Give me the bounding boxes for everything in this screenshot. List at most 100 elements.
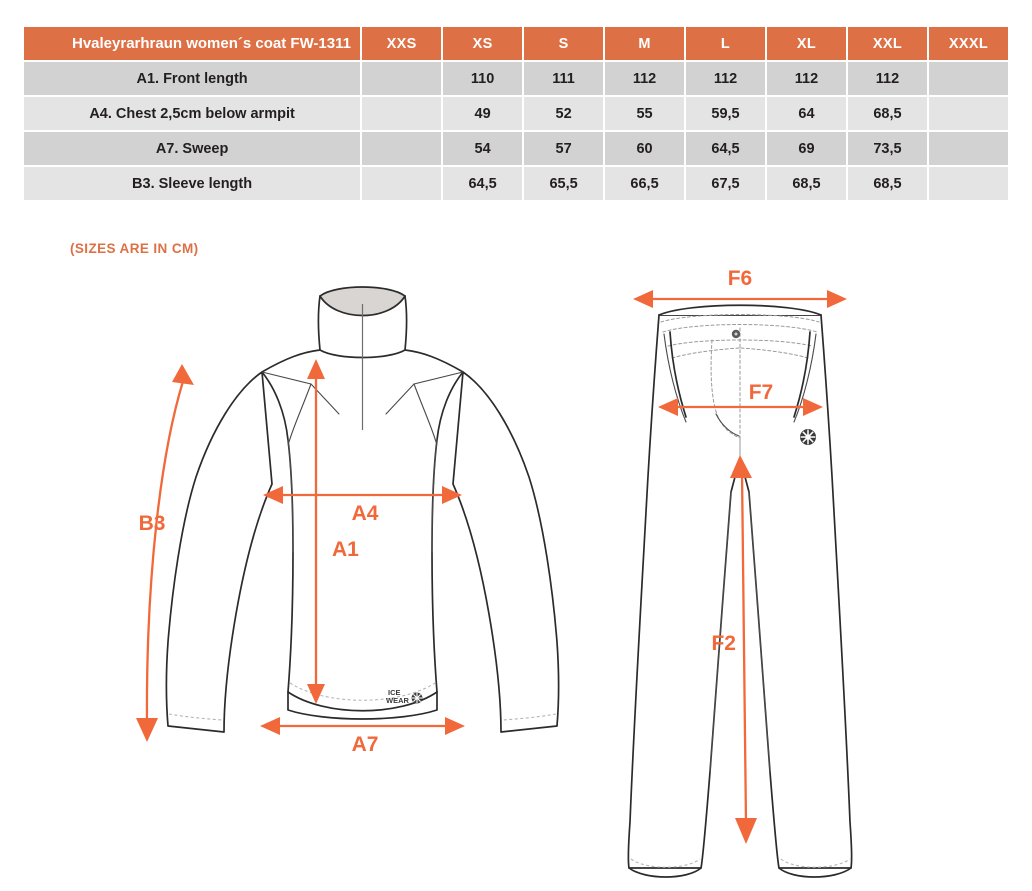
jacket-right-side-seam xyxy=(431,439,438,553)
jacket-left-cuff-stitch xyxy=(168,713,224,721)
pants-right-yoke-detail xyxy=(739,347,809,359)
pants-right-cuff xyxy=(778,867,852,878)
cell-value: 68,5 xyxy=(847,167,927,200)
measurement-f2-arrowhead-top xyxy=(730,455,752,478)
size-header-xl: XL xyxy=(767,27,846,60)
measurement-f7-arrowhead-right xyxy=(803,398,823,416)
cell-value: 112 xyxy=(605,62,685,95)
table-row: A4. Chest 2,5cm below armpit 49 52 55 59… xyxy=(24,97,1008,130)
cell-value: 64 xyxy=(767,97,846,130)
snowflake-icon xyxy=(411,692,423,704)
measurement-b3-label: B3 xyxy=(139,512,166,535)
measurement-a1-arrowhead-bottom xyxy=(307,684,325,704)
pants-snowflake-icon xyxy=(800,429,816,445)
cell-value: 49 xyxy=(443,97,523,130)
measurement-a7: A7 xyxy=(260,717,465,756)
pants-left-pocket-inner xyxy=(663,333,687,423)
pants-left-cuff xyxy=(628,867,702,878)
jacket-left-raglan-seam xyxy=(288,383,312,443)
cell-value: 112 xyxy=(686,62,765,95)
cell-value xyxy=(928,97,1008,130)
pants-illustration: F6 F7 F2 xyxy=(627,267,853,878)
jacket-right-sleeve xyxy=(452,371,560,733)
measurement-a4-label: A4 xyxy=(352,502,379,525)
measurement-label: B3. Sleeve length xyxy=(24,167,361,200)
measurement-a1: A1 xyxy=(307,359,359,704)
table-row: B3. Sleeve length 64,5 65,5 66,5 67,5 68… xyxy=(24,167,1008,200)
jacket-left-sleeve xyxy=(165,371,273,733)
cell-value: 64,5 xyxy=(443,167,523,200)
measurement-f2: F2 xyxy=(711,455,757,844)
logo-text-ice: ICE xyxy=(388,688,401,697)
measurement-f2-line xyxy=(740,471,748,825)
measurement-f2-label: F2 xyxy=(711,632,736,655)
cell-value: 68,5 xyxy=(847,97,927,130)
cell-value: 73,5 xyxy=(847,132,927,165)
size-header-xxl: XXL xyxy=(847,27,927,60)
product-title-cell: Hvaleyrarhraun women´s coat FW-1311 xyxy=(24,27,361,60)
jacket-hem xyxy=(287,691,438,712)
table-row: A1. Front length 110 111 112 112 112 112 xyxy=(24,62,1008,95)
technical-drawings: ICE WEAR B3 xyxy=(0,262,1032,891)
size-header-xxs: XXS xyxy=(362,27,442,60)
pants-left-pocket-edge xyxy=(669,331,687,418)
jacket-right-raglan-seam xyxy=(413,383,437,443)
cell-value xyxy=(928,62,1008,95)
measurement-a1-arrowhead-top xyxy=(307,359,325,379)
measurement-a4: A4 xyxy=(263,486,462,525)
jacket-right-cuff-stitch xyxy=(501,713,557,721)
cell-value: 67,5 xyxy=(686,167,765,200)
measurement-b3-arrowhead-bottom xyxy=(136,718,158,742)
measurement-f6-arrowhead-left xyxy=(633,290,653,308)
cell-value: 59,5 xyxy=(686,97,765,130)
cell-value: 52 xyxy=(524,97,604,130)
size-chart-table-container: Hvaleyrarhraun women´s coat FW-1311 XXS … xyxy=(22,25,1010,202)
measurement-f7-label: F7 xyxy=(749,381,774,404)
cell-value: 112 xyxy=(767,62,846,95)
cell-value: 55 xyxy=(605,97,685,130)
pants-left-inseam xyxy=(709,491,732,773)
measurement-label: A7. Sweep xyxy=(24,132,361,165)
cell-value: 69 xyxy=(767,132,846,165)
size-header-s: S xyxy=(524,27,604,60)
measurement-b3: B3 xyxy=(136,364,194,742)
measurement-a1-label: A1 xyxy=(332,538,359,561)
measurement-b3-line xyxy=(145,374,187,723)
measurement-f7: F7 xyxy=(658,381,823,416)
cell-value: 57 xyxy=(524,132,604,165)
cell-value xyxy=(362,167,442,200)
measurement-f6-label: F6 xyxy=(728,267,753,290)
measurement-f7-arrowhead-left xyxy=(658,398,678,416)
logo-text-wear: WEAR xyxy=(386,696,409,705)
pants-waistband-seam xyxy=(662,324,818,333)
cell-value: 110 xyxy=(443,62,523,95)
measurement-a7-arrowhead-left xyxy=(260,717,280,735)
measurement-f6-arrowhead-right xyxy=(827,290,847,308)
size-header-l: L xyxy=(686,27,765,60)
measurement-a4-arrowhead-right xyxy=(442,486,462,504)
pants-waistband-inner xyxy=(660,314,820,323)
measurement-a7-label: A7 xyxy=(352,733,379,756)
ice-wear-logo: ICE WEAR xyxy=(386,688,423,705)
pants-button-icon xyxy=(731,329,741,339)
cell-value: 68,5 xyxy=(767,167,846,200)
size-chart-table: Hvaleyrarhraun women´s coat FW-1311 XXS … xyxy=(22,25,1010,202)
table-row: A7. Sweep 54 57 60 64,5 69 73,5 xyxy=(24,132,1008,165)
measurement-label: A4. Chest 2,5cm below armpit xyxy=(24,97,361,130)
pants-left-yoke-detail xyxy=(671,347,741,359)
size-header-xs: XS xyxy=(443,27,523,60)
cell-value: 60 xyxy=(605,132,685,165)
cell-value xyxy=(928,132,1008,165)
pants-right-pocket-inner xyxy=(793,333,817,423)
pants-left-cuff-stitch xyxy=(630,858,701,868)
pants-right-cuff-stitch xyxy=(780,858,851,868)
pants-waistband-top xyxy=(658,304,822,316)
measurement-a4-arrowhead-left xyxy=(263,486,283,504)
cell-value xyxy=(362,132,442,165)
measurement-b3-arrowhead-top xyxy=(172,364,194,385)
cell-value: 65,5 xyxy=(524,167,604,200)
jacket-left-side-seam xyxy=(287,439,294,553)
cell-value xyxy=(362,97,442,130)
cell-value: 64,5 xyxy=(686,132,765,165)
cell-value: 54 xyxy=(443,132,523,165)
